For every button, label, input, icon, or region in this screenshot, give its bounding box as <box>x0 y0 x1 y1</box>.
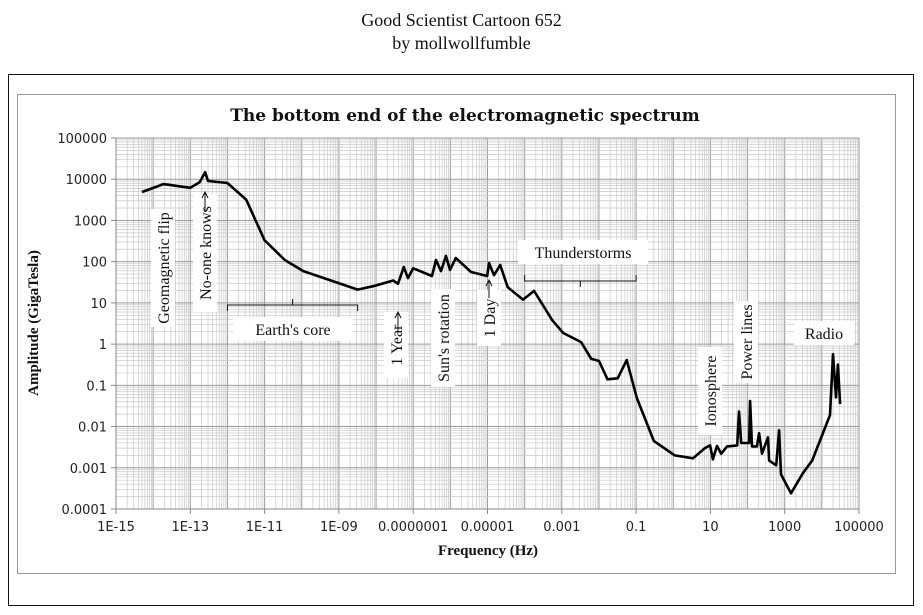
bracket <box>226 299 359 311</box>
chart-area-frame <box>17 94 896 574</box>
annotation-text: Thunderstorms <box>535 245 632 262</box>
annotation-text: 1 Day <box>482 299 499 338</box>
annotation-thunderstorms: Thunderstorms <box>518 240 648 264</box>
annotation-text: Earth's core <box>255 322 330 339</box>
x-tick-label: 1000 <box>768 520 801 535</box>
x-tick-label: 1E-15 <box>97 520 135 535</box>
annotation-suns-rotation: Sun's rotation <box>431 289 455 387</box>
annotation-text: Sun's rotation <box>436 294 453 382</box>
annotation-1-day: 1 Day <box>477 290 501 346</box>
annotation-power-lines: Power lines <box>734 301 758 383</box>
annotation-box <box>794 321 854 345</box>
annotation-radio: Radio <box>794 321 854 345</box>
annotation-box <box>698 347 722 435</box>
annotation-no-one-knows: No-one knows <box>193 194 217 312</box>
annotations: Geomagnetic flip No-one knows Earth's core… <box>151 190 854 435</box>
annotation-earths-core: Earth's core <box>233 317 353 341</box>
y-tick-label: 1 <box>99 338 107 353</box>
axes <box>111 137 860 514</box>
y-tick-label: 0.01 <box>78 421 107 436</box>
cartoon-title: Good Scientist Cartoon 652 <box>361 10 562 30</box>
arrowhead-icon <box>394 310 402 319</box>
arrowhead-icon <box>485 278 493 287</box>
y-axis-label: Amplitude (GigaTesla) <box>26 250 42 396</box>
cartoon-byline: by mollwollfumble <box>392 33 531 53</box>
y-tick-label: 0.0001 <box>62 503 108 518</box>
annotation-box <box>151 209 175 327</box>
x-tick-label: 0.0000001 <box>378 520 448 535</box>
annotation-ionosphere: Ionosphere <box>698 347 722 435</box>
annotation-geomagnetic-flip: Geomagnetic flip <box>151 209 175 327</box>
annotation-box <box>384 312 408 378</box>
annotation-text: Geomagnetic flip <box>156 212 173 324</box>
y-tick-label: 10000 <box>66 173 107 188</box>
tick-labels: 1E-15 1E-13 1E-11 1E-09 0.0000001 0.00001 0.00… <box>57 132 883 535</box>
y-tick-label: 0.1 <box>86 379 107 394</box>
x-tick-label: 100000 <box>834 520 884 535</box>
x-tick-label: 0.00001 <box>461 520 515 535</box>
annotation-box <box>518 240 648 264</box>
x-tick-label: 1E-09 <box>320 520 358 535</box>
x-tick-label: 1E-11 <box>246 520 284 535</box>
x-axis-label: Frequency (Hz) <box>438 543 538 559</box>
series-layer <box>141 170 842 495</box>
annotation-box <box>193 194 217 312</box>
arrowhead-icon <box>201 190 209 199</box>
x-tick-label: 10 <box>702 520 719 535</box>
annotation-box <box>734 301 758 383</box>
series-line-amplitude <box>141 170 842 495</box>
annotation-text: No-one knows <box>198 206 215 300</box>
y-tick-label: 100000 <box>57 132 107 147</box>
annotation-text: 1 Year <box>389 324 406 366</box>
annotation-1-year: 1 Year <box>384 312 408 378</box>
bracket <box>524 275 637 287</box>
annotation-text: Power lines <box>739 304 756 379</box>
x-tick-label: 0.1 <box>626 520 647 535</box>
y-tick-label: 10 <box>90 297 107 312</box>
y-tick-label: 0.001 <box>70 462 107 477</box>
annotation-text: Radio <box>805 326 843 343</box>
x-tick-label: 1E-13 <box>171 520 209 535</box>
annotation-box <box>431 289 455 387</box>
annotation-box <box>233 317 353 341</box>
chart-title: The bottom end of the electromagnetic sp… <box>230 106 699 126</box>
y-tick-label: 1000 <box>74 214 107 229</box>
annotation-text: Ionosphere <box>703 355 720 426</box>
annotation-box <box>477 290 501 346</box>
y-tick-label: 100 <box>82 256 107 271</box>
x-tick-label: 0.001 <box>543 520 580 535</box>
outer-frame <box>8 74 914 606</box>
